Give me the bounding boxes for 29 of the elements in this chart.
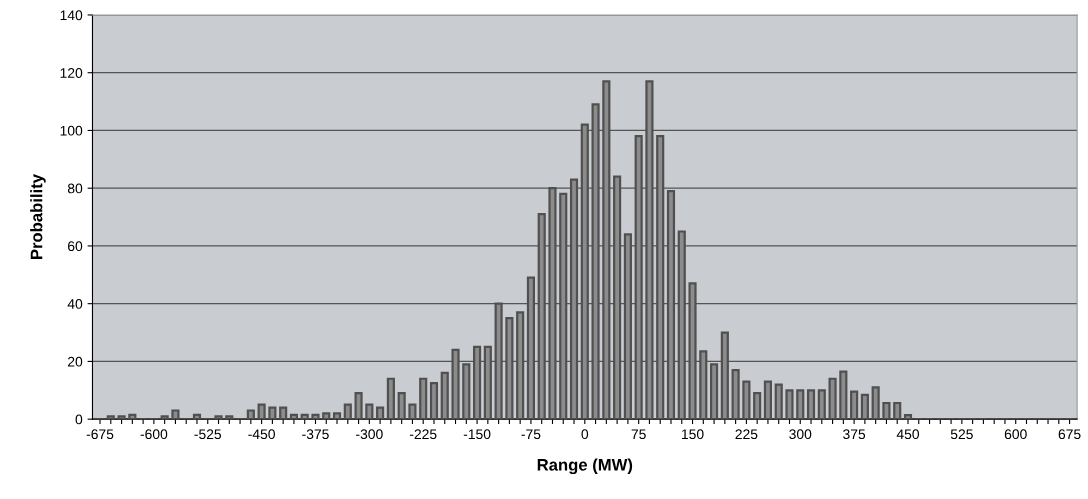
y-tick-label: 80 xyxy=(67,183,83,194)
y-tick-label: 140 xyxy=(60,10,83,21)
x-tick-label: 225 xyxy=(735,429,758,440)
x-tick-label: 675 xyxy=(1058,429,1081,440)
x-tick-label: -450 xyxy=(248,429,275,440)
x-tick-label: -600 xyxy=(140,429,168,440)
y-axis-title: Probability xyxy=(30,174,46,260)
y-tick-label: 100 xyxy=(60,125,83,136)
x-tick-label: -675 xyxy=(86,429,114,440)
y-tick-label: 120 xyxy=(60,68,83,78)
x-tick-label: -75 xyxy=(521,429,541,440)
x-tick-label: 150 xyxy=(682,429,704,440)
x-tick-label: -375 xyxy=(302,429,329,440)
x-tick-label: 375 xyxy=(843,429,866,440)
x-tick-label: 450 xyxy=(896,429,920,440)
x-tick-label: -150 xyxy=(463,429,491,440)
x-axis-title: Range (MW) xyxy=(537,458,633,475)
y-tick-label: 60 xyxy=(68,241,83,252)
x-tick-label: -525 xyxy=(194,429,222,440)
x-tick-label: 0 xyxy=(581,429,589,440)
y-tick-label: 20 xyxy=(68,356,83,367)
x-tick-label: 525 xyxy=(950,429,973,440)
x-tick-label: 300 xyxy=(789,429,812,440)
x-tick-label: -225 xyxy=(409,429,437,440)
y-tick-label: 0 xyxy=(75,414,83,425)
y-tick-label: 40 xyxy=(67,299,83,309)
x-tick-label: -300 xyxy=(356,429,383,440)
x-tick-label: 600 xyxy=(1004,429,1027,440)
x-tick-label: 75 xyxy=(631,429,646,440)
